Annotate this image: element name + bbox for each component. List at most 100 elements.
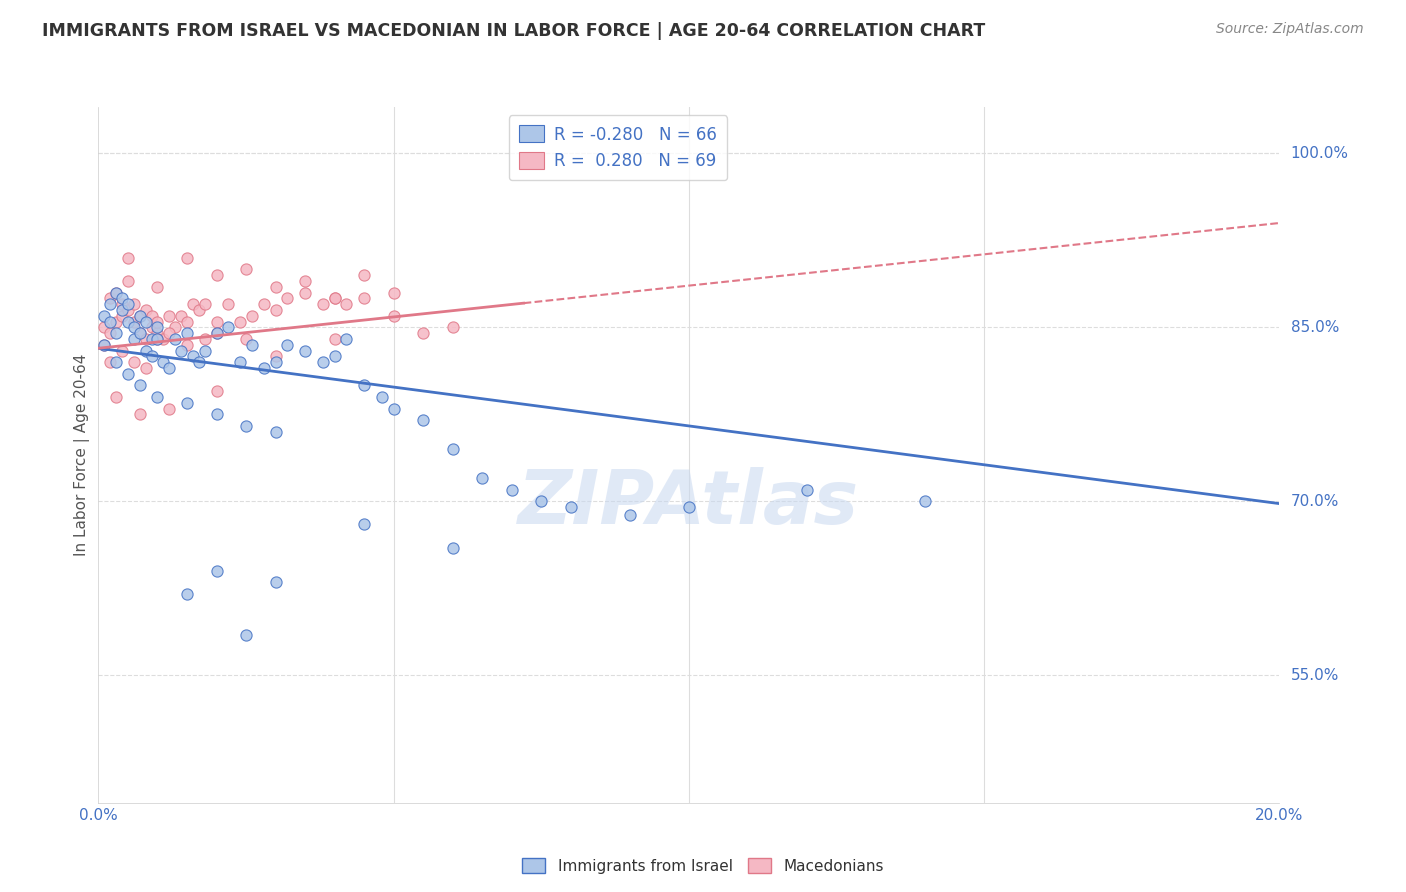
Point: [312, 297, 335, 311]
Point: [128, 407, 150, 422]
Point: [205, 315, 228, 329]
Point: [105, 390, 128, 404]
Point: [165, 332, 187, 346]
Point: [187, 355, 209, 369]
Point: [235, 419, 257, 434]
Point: [176, 396, 198, 410]
Point: [412, 413, 434, 427]
Point: [117, 303, 139, 318]
Legend: Immigrants from Israel, Macedonians: Immigrants from Israel, Macedonians: [516, 852, 890, 880]
Point: [619, 508, 641, 523]
Point: [501, 483, 523, 497]
Point: [264, 280, 287, 294]
Point: [93, 338, 115, 352]
Point: [135, 332, 157, 346]
Text: ZIPAtlas: ZIPAtlas: [519, 467, 859, 541]
Point: [229, 315, 252, 329]
Point: [194, 297, 217, 311]
Point: [205, 407, 228, 422]
Text: Source: ZipAtlas.com: Source: ZipAtlas.com: [1216, 22, 1364, 37]
Point: [157, 326, 180, 341]
Point: [412, 326, 434, 341]
Point: [141, 350, 163, 364]
Point: [111, 291, 134, 305]
Point: [135, 303, 157, 318]
Point: [235, 628, 257, 642]
Point: [176, 338, 198, 352]
Point: [353, 378, 375, 392]
Point: [122, 297, 145, 311]
Point: [146, 320, 169, 334]
Point: [187, 303, 209, 318]
Point: [235, 262, 257, 277]
Point: [441, 541, 464, 555]
Text: 55.0%: 55.0%: [1291, 668, 1339, 682]
Point: [165, 320, 187, 334]
Point: [264, 350, 287, 364]
Point: [353, 291, 375, 305]
Point: [93, 320, 115, 334]
Point: [93, 309, 115, 323]
Point: [93, 338, 115, 352]
Point: [371, 390, 394, 404]
Point: [152, 355, 174, 369]
Point: [264, 355, 287, 369]
Point: [294, 285, 316, 300]
Point: [205, 326, 228, 341]
Point: [276, 291, 298, 305]
Point: [152, 332, 174, 346]
Point: [141, 332, 163, 346]
Point: [135, 361, 157, 376]
Point: [98, 297, 121, 311]
Point: [122, 315, 145, 329]
Point: [128, 309, 150, 323]
Point: [176, 326, 198, 341]
Point: [353, 517, 375, 532]
Point: [98, 326, 121, 341]
Point: [353, 268, 375, 282]
Point: [105, 355, 128, 369]
Point: [105, 326, 128, 341]
Point: [170, 343, 193, 358]
Point: [170, 309, 193, 323]
Point: [678, 500, 700, 514]
Point: [176, 315, 198, 329]
Point: [105, 285, 128, 300]
Point: [217, 297, 239, 311]
Point: [157, 361, 180, 376]
Point: [122, 320, 145, 334]
Point: [205, 268, 228, 282]
Point: [122, 332, 145, 346]
Point: [264, 303, 287, 318]
Point: [146, 326, 169, 341]
Point: [111, 343, 134, 358]
Point: [176, 587, 198, 601]
Point: [276, 338, 298, 352]
Point: [122, 355, 145, 369]
Point: [135, 343, 157, 358]
Point: [240, 309, 263, 323]
Point: [105, 285, 128, 300]
Text: 85.0%: 85.0%: [1291, 320, 1339, 334]
Point: [335, 332, 357, 346]
Point: [323, 291, 346, 305]
Point: [294, 343, 316, 358]
Point: [105, 315, 128, 329]
Point: [117, 315, 139, 329]
Point: [471, 471, 494, 485]
Point: [111, 303, 134, 318]
Point: [141, 309, 163, 323]
Point: [441, 320, 464, 334]
Point: [117, 274, 139, 288]
Point: [205, 564, 228, 578]
Point: [128, 378, 150, 392]
Point: [98, 355, 121, 369]
Point: [146, 315, 169, 329]
Y-axis label: In Labor Force | Age 20-64: In Labor Force | Age 20-64: [75, 354, 90, 556]
Point: [128, 326, 150, 341]
Point: [194, 332, 217, 346]
Point: [441, 442, 464, 457]
Point: [205, 326, 228, 341]
Point: [146, 280, 169, 294]
Point: [176, 251, 198, 265]
